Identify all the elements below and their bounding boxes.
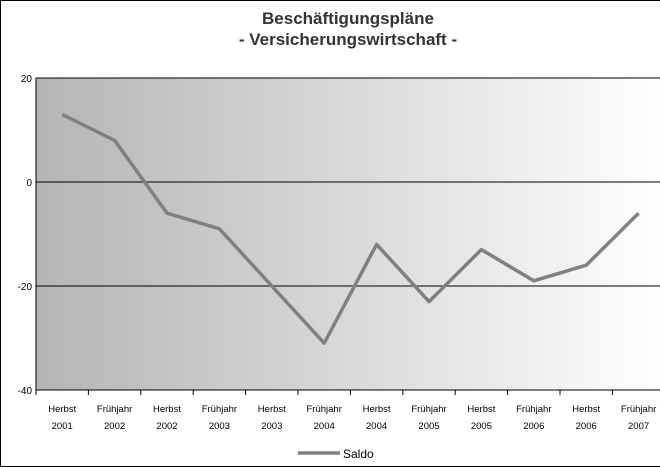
y-tick-label: -20 bbox=[18, 282, 33, 293]
x-tick-label: Frühjahr 2004 bbox=[307, 404, 342, 432]
chart-subtitle: - Versicherungswirtschaft - bbox=[239, 30, 457, 49]
x-tick-label: Herbst 2002 bbox=[153, 404, 181, 432]
x-tick-label: Herbst 2003 bbox=[258, 404, 286, 432]
plot-area bbox=[36, 78, 660, 390]
y-tick-label: 20 bbox=[21, 74, 33, 85]
x-tick-label: Herbst 2006 bbox=[572, 404, 600, 432]
x-tick-label: Frühjahr 2007 bbox=[621, 404, 656, 432]
x-tick-label: Herbst 2005 bbox=[467, 404, 495, 432]
x-tick-label: Frühjahr 2003 bbox=[202, 404, 237, 432]
legend-label: Saldo bbox=[343, 447, 374, 461]
x-tick-label: Herbst 2001 bbox=[48, 404, 76, 432]
x-tick-label: Frühjahr 2006 bbox=[516, 404, 551, 432]
y-tick-label: 0 bbox=[26, 178, 32, 189]
y-tick-label: -40 bbox=[18, 386, 33, 397]
chart-title: Beschäftigungspläne bbox=[262, 9, 434, 28]
x-tick-label: Frühjahr 2002 bbox=[97, 404, 132, 432]
x-tick-label: Herbst 2004 bbox=[363, 404, 391, 432]
x-tick-label: Frühjahr 2005 bbox=[411, 404, 446, 432]
series-line bbox=[61, 112, 640, 345]
